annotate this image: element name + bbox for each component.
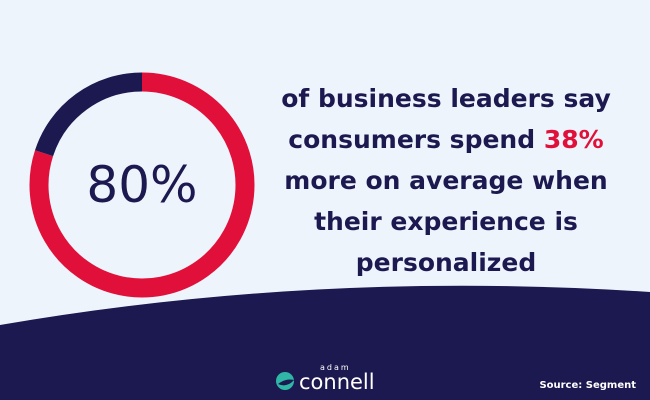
statement: of business leaders say consumers spend …	[262, 78, 630, 283]
statement-text: of business leaders say consumers spend	[281, 84, 611, 154]
brand: connell	[299, 370, 375, 394]
logo-icon	[276, 372, 294, 390]
brand-small: adam	[320, 363, 351, 372]
source: Source: Segment	[539, 380, 636, 391]
statement-highlight: 38%	[543, 125, 604, 154]
donut-segment	[35, 72, 143, 157]
footer-band	[0, 285, 650, 400]
center-label: 80%	[86, 156, 197, 214]
donut-segment	[29, 72, 255, 298]
statement-text: more on average when their experience is…	[284, 166, 608, 277]
